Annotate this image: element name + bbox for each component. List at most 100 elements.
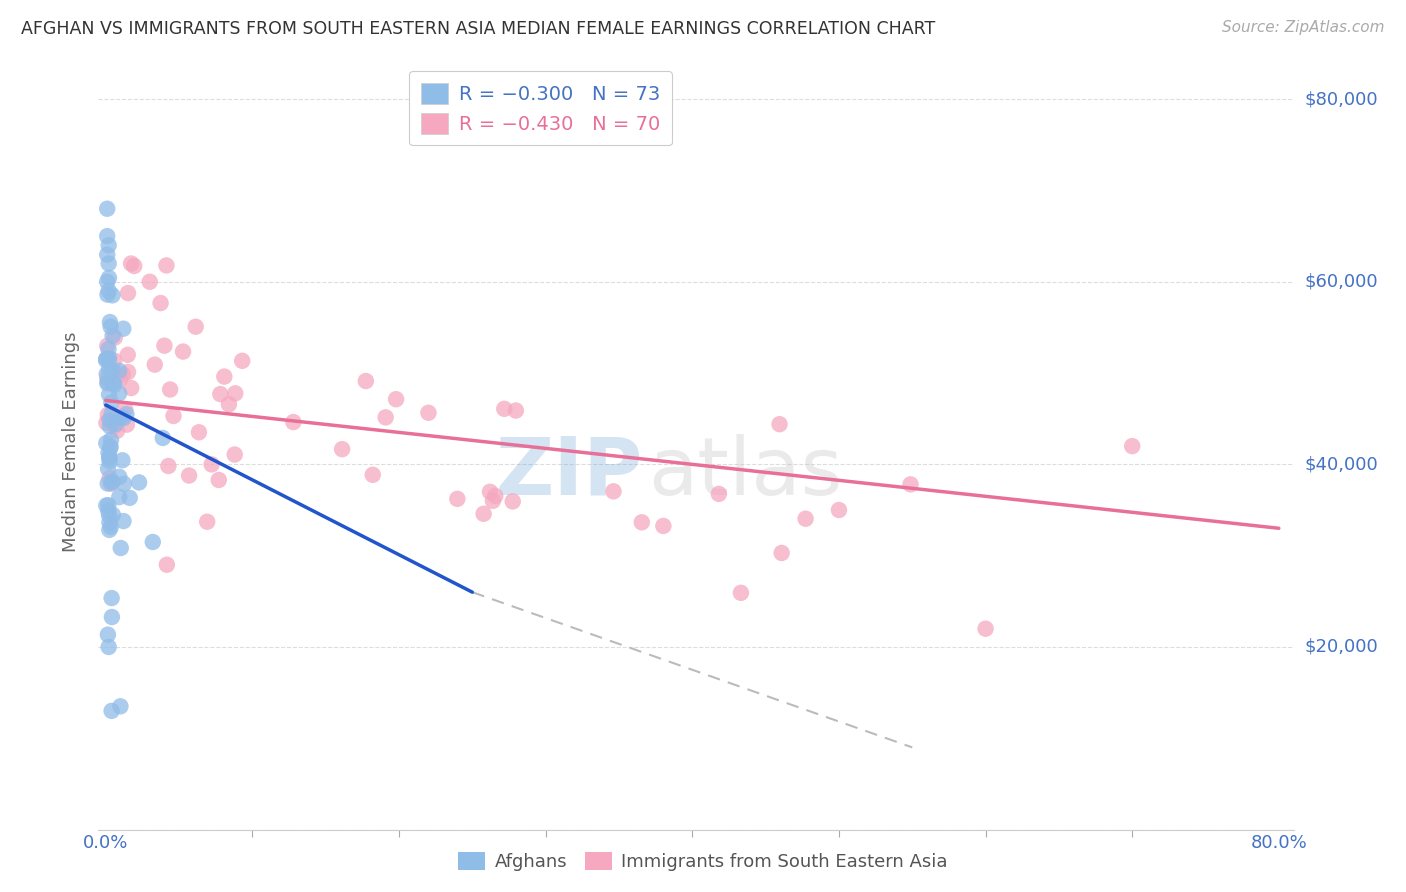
Point: [502, 494, 524, 508]
Point: [484, 489, 506, 503]
Point: [770, 546, 793, 560]
Point: [208, 473, 231, 487]
Point: [120, 256, 142, 270]
Point: [159, 383, 181, 397]
Point: [94, 353, 117, 368]
Point: [100, 440, 122, 454]
Point: [143, 358, 166, 372]
Point: [97, 504, 120, 518]
Point: [128, 475, 150, 490]
Point: [602, 484, 624, 499]
Point: [112, 321, 135, 335]
Point: [98, 508, 121, 523]
Point: [195, 515, 218, 529]
Point: [153, 339, 176, 353]
Point: [98, 451, 121, 466]
Point: [98, 387, 121, 401]
Point: [482, 493, 505, 508]
Point: [139, 275, 162, 289]
Point: [96, 275, 118, 289]
Point: [98, 441, 121, 455]
Point: [97, 375, 120, 389]
Point: [96, 229, 118, 244]
Point: [96, 367, 118, 381]
Point: [114, 402, 136, 417]
Point: [472, 507, 495, 521]
Point: [98, 413, 121, 427]
Point: [97, 461, 120, 475]
Point: [98, 270, 121, 285]
Point: [122, 259, 145, 273]
Point: [105, 424, 128, 438]
Point: [115, 417, 138, 432]
Text: AFGHAN VS IMMIGRANTS FROM SOUTH EASTERN ASIA MEDIAN FEMALE EARNINGS CORRELATION : AFGHAN VS IMMIGRANTS FROM SOUTH EASTERN …: [21, 20, 935, 37]
Point: [330, 442, 353, 457]
Point: [100, 591, 122, 605]
Point: [98, 315, 121, 329]
Text: ZIP: ZIP: [495, 434, 643, 512]
Point: [214, 369, 236, 384]
Text: Source: ZipAtlas.com: Source: ZipAtlas.com: [1222, 20, 1385, 35]
Point: [652, 519, 675, 533]
Point: [117, 365, 139, 379]
Point: [97, 256, 120, 270]
Point: [162, 409, 184, 423]
Point: [110, 699, 132, 714]
Point: [97, 284, 120, 298]
Point: [112, 476, 135, 491]
Point: [97, 627, 120, 641]
Point: [630, 516, 652, 530]
Point: [120, 381, 142, 395]
Point: [97, 351, 120, 366]
Point: [152, 431, 174, 445]
Point: [97, 238, 120, 252]
Point: [101, 508, 124, 522]
Point: [283, 415, 305, 429]
Point: [104, 419, 127, 434]
Point: [100, 520, 122, 534]
Point: [96, 436, 118, 450]
Point: [96, 351, 118, 366]
Point: [101, 363, 124, 377]
Point: [98, 450, 121, 465]
Point: [118, 491, 141, 505]
Text: $40,000: $40,000: [1305, 455, 1378, 474]
Point: [1121, 439, 1143, 453]
Point: [96, 339, 118, 353]
Point: [418, 406, 440, 420]
Point: [100, 704, 122, 718]
Point: [155, 259, 177, 273]
Point: [100, 476, 122, 491]
Point: [100, 433, 122, 447]
Point: [101, 376, 124, 390]
Legend: R = −0.300   N = 73, R = −0.430   N = 70: R = −0.300 N = 73, R = −0.430 N = 70: [409, 71, 672, 145]
Point: [177, 468, 200, 483]
Point: [96, 416, 118, 430]
Point: [224, 448, 246, 462]
Point: [224, 386, 246, 401]
Point: [478, 484, 501, 499]
Point: [707, 487, 730, 501]
Text: $80,000: $80,000: [1305, 90, 1378, 108]
Point: [100, 475, 122, 490]
Point: [112, 514, 135, 528]
Point: [97, 445, 120, 459]
Point: [98, 351, 121, 366]
Point: [98, 523, 121, 537]
Point: [184, 319, 207, 334]
Y-axis label: Median Female Earnings: Median Female Earnings: [62, 331, 80, 552]
Point: [149, 296, 172, 310]
Point: [110, 371, 132, 385]
Point: [96, 202, 118, 216]
Point: [108, 490, 131, 504]
Point: [494, 401, 516, 416]
Point: [374, 410, 396, 425]
Point: [117, 286, 139, 301]
Point: [112, 411, 135, 425]
Point: [98, 471, 121, 485]
Point: [96, 287, 118, 301]
Point: [110, 541, 132, 555]
Point: [111, 453, 134, 467]
Point: [794, 512, 817, 526]
Text: $60,000: $60,000: [1305, 273, 1378, 291]
